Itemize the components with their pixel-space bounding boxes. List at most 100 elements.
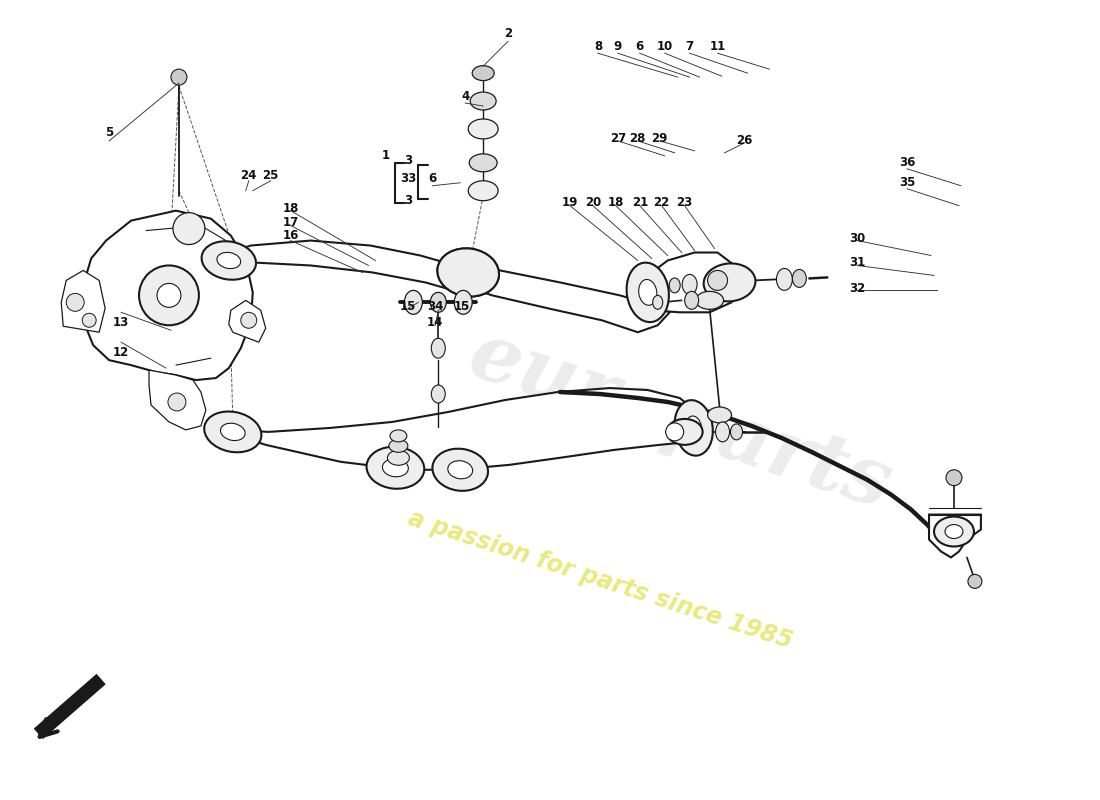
Text: 9: 9 (614, 40, 622, 53)
Ellipse shape (639, 279, 657, 306)
Ellipse shape (777, 269, 792, 290)
Ellipse shape (682, 274, 697, 294)
Circle shape (968, 574, 982, 588)
Ellipse shape (627, 262, 669, 322)
Text: 35: 35 (899, 176, 915, 190)
Text: 19: 19 (562, 196, 579, 209)
Text: 24: 24 (241, 170, 257, 182)
Circle shape (157, 283, 180, 307)
Text: 29: 29 (651, 133, 668, 146)
Ellipse shape (366, 446, 425, 489)
Text: 21: 21 (631, 196, 648, 209)
Text: 6: 6 (636, 40, 644, 53)
Text: 15: 15 (400, 300, 417, 313)
Text: 7: 7 (685, 40, 694, 53)
Text: 31: 31 (849, 256, 866, 269)
Ellipse shape (431, 338, 446, 358)
Ellipse shape (454, 262, 482, 282)
Ellipse shape (389, 430, 407, 442)
Text: 32: 32 (849, 282, 866, 295)
Ellipse shape (387, 450, 409, 466)
Ellipse shape (695, 291, 724, 310)
Circle shape (139, 266, 199, 326)
Text: 6: 6 (428, 172, 437, 186)
Ellipse shape (205, 411, 262, 452)
Ellipse shape (652, 295, 662, 310)
Text: 26: 26 (736, 134, 752, 147)
Ellipse shape (438, 248, 499, 297)
Text: 5: 5 (104, 126, 113, 139)
Ellipse shape (201, 242, 256, 280)
Text: 18: 18 (283, 202, 299, 215)
Text: 4: 4 (461, 90, 470, 102)
Polygon shape (216, 241, 472, 292)
Text: 28: 28 (629, 133, 646, 146)
Ellipse shape (469, 119, 498, 139)
Text: 14: 14 (427, 316, 443, 329)
Ellipse shape (945, 525, 962, 538)
Ellipse shape (431, 385, 446, 403)
Ellipse shape (217, 252, 241, 269)
Ellipse shape (383, 458, 408, 477)
Circle shape (170, 69, 187, 85)
Text: 1: 1 (382, 150, 389, 162)
Text: a passion for parts since 1985: a passion for parts since 1985 (405, 506, 795, 653)
Ellipse shape (707, 407, 732, 423)
Polygon shape (229, 300, 266, 342)
Text: 23: 23 (676, 196, 693, 209)
Text: 33: 33 (400, 172, 417, 186)
Ellipse shape (667, 419, 703, 445)
Ellipse shape (470, 92, 496, 110)
Ellipse shape (448, 461, 473, 479)
Polygon shape (84, 210, 253, 380)
Text: 34: 34 (427, 300, 443, 313)
Text: 22: 22 (653, 196, 670, 209)
Text: 17: 17 (283, 216, 299, 229)
Text: 3: 3 (405, 154, 412, 167)
Text: 15: 15 (454, 300, 471, 313)
Polygon shape (930, 514, 981, 558)
Text: 27: 27 (609, 133, 626, 146)
Text: 36: 36 (899, 156, 915, 170)
Ellipse shape (220, 423, 245, 441)
Circle shape (82, 314, 96, 327)
Ellipse shape (704, 263, 756, 302)
Ellipse shape (730, 424, 743, 440)
Ellipse shape (685, 416, 702, 440)
Circle shape (241, 312, 256, 328)
Text: 13: 13 (113, 316, 129, 329)
Text: europarts: europarts (459, 315, 901, 525)
Ellipse shape (405, 290, 422, 314)
Text: 2: 2 (504, 26, 513, 40)
Text: 18: 18 (607, 196, 624, 209)
Polygon shape (62, 270, 106, 332)
Ellipse shape (674, 400, 713, 456)
Ellipse shape (472, 66, 494, 81)
Circle shape (173, 213, 205, 245)
Text: 3: 3 (405, 194, 412, 207)
Ellipse shape (792, 270, 806, 287)
Circle shape (946, 470, 962, 486)
Circle shape (66, 294, 85, 311)
Text: 30: 30 (849, 232, 866, 245)
Text: 20: 20 (585, 196, 601, 209)
Ellipse shape (389, 439, 408, 452)
Ellipse shape (430, 292, 447, 312)
Text: 16: 16 (283, 229, 299, 242)
Polygon shape (148, 370, 206, 430)
Polygon shape (223, 388, 700, 470)
Text: 11: 11 (710, 40, 726, 53)
Text: 12: 12 (113, 346, 129, 358)
Text: 10: 10 (657, 40, 673, 53)
Ellipse shape (438, 248, 499, 297)
Ellipse shape (669, 278, 680, 293)
Ellipse shape (716, 422, 729, 442)
Text: 8: 8 (594, 40, 602, 53)
Circle shape (707, 270, 727, 290)
Ellipse shape (469, 181, 498, 201)
Ellipse shape (934, 517, 974, 546)
Ellipse shape (454, 290, 472, 314)
Polygon shape (449, 266, 670, 332)
Circle shape (666, 423, 684, 441)
Ellipse shape (470, 154, 497, 172)
